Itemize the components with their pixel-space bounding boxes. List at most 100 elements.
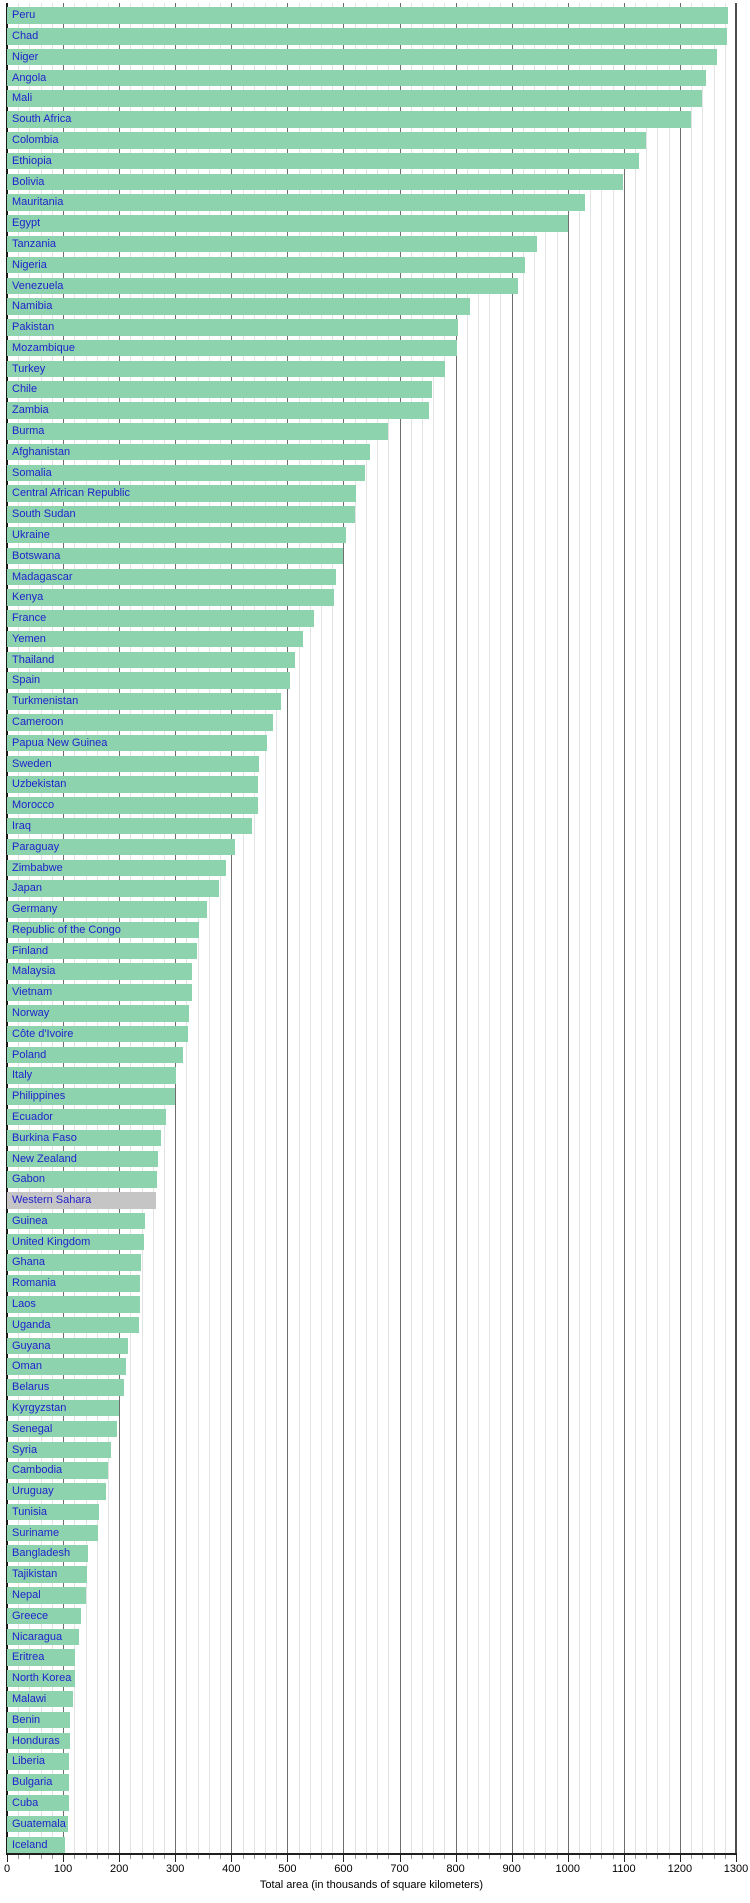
country-label[interactable]: South Sudan <box>12 508 76 521</box>
country-label[interactable]: Laos <box>12 1298 36 1311</box>
country-bar[interactable]: Uzbekistan <box>7 776 258 793</box>
country-label[interactable]: Uruguay <box>12 1485 54 1498</box>
country-label[interactable]: Somalia <box>12 466 52 479</box>
country-label[interactable]: Mali <box>12 92 33 105</box>
country-bar[interactable]: Belarus <box>7 1379 124 1396</box>
country-label[interactable]: Egypt <box>12 217 41 230</box>
country-bar[interactable]: Chad <box>7 28 728 45</box>
country-bar[interactable]: Poland <box>7 1046 183 1064</box>
country-bar[interactable]: Nepal <box>7 1587 87 1604</box>
country-bar[interactable]: Uganda <box>7 1316 140 1334</box>
country-label[interactable]: Belarus <box>12 1381 50 1394</box>
country-label[interactable]: Finland <box>12 944 49 957</box>
country-bar[interactable]: Cambodia <box>7 1462 109 1479</box>
country-label[interactable]: Nicaragua <box>12 1630 63 1643</box>
country-bar[interactable]: Mozambique <box>7 339 457 357</box>
country-label[interactable]: Liberia <box>12 1755 46 1768</box>
country-bar[interactable]: Tunisia <box>7 1503 99 1521</box>
country-bar[interactable]: Senegal <box>7 1420 117 1438</box>
country-label[interactable]: Bangladesh <box>12 1547 71 1560</box>
country-label[interactable]: Peru <box>12 9 36 22</box>
country-label[interactable]: Poland <box>12 1048 47 1061</box>
country-label[interactable]: Ukraine <box>12 528 50 541</box>
country-bar[interactable]: Norway <box>7 1005 189 1022</box>
country-label[interactable]: Gabon <box>12 1173 46 1186</box>
country-label[interactable]: North Korea <box>12 1672 72 1685</box>
country-bar[interactable]: Tajikistan <box>7 1566 88 1583</box>
country-bar[interactable]: Yemen <box>7 630 304 648</box>
country-bar[interactable]: Syria <box>7 1441 111 1459</box>
country-bar[interactable]: Turkmenistan <box>7 693 281 710</box>
country-label[interactable]: Mauritania <box>12 196 64 209</box>
country-label[interactable]: Honduras <box>12 1734 60 1747</box>
country-label[interactable]: Bulgaria <box>12 1776 53 1789</box>
country-label[interactable]: Guinea <box>12 1214 48 1227</box>
country-label[interactable]: Chad <box>12 30 39 43</box>
country-bar[interactable]: Thailand <box>7 651 296 669</box>
country-label[interactable]: Spain <box>12 674 41 687</box>
country-bar[interactable]: Tanzania <box>7 235 537 253</box>
country-bar[interactable]: Ecuador <box>7 1108 167 1126</box>
country-bar[interactable]: Ghana <box>7 1254 142 1271</box>
country-bar[interactable]: Bangladesh <box>7 1545 88 1562</box>
country-bar[interactable]: North Korea <box>7 1670 75 1687</box>
country-bar[interactable]: Colombia <box>7 132 646 149</box>
country-bar[interactable]: Guinea <box>7 1212 145 1230</box>
country-label[interactable]: Côte d'Ivoire <box>12 1027 74 1040</box>
country-label[interactable]: Central African Republic <box>12 487 131 500</box>
country-bar[interactable]: Japan <box>7 880 219 897</box>
country-label[interactable]: Madagascar <box>12 570 73 583</box>
country-bar[interactable]: Pakistan <box>7 319 458 336</box>
country-bar[interactable]: Peru <box>7 7 728 24</box>
country-label[interactable]: Mozambique <box>12 341 75 354</box>
country-label[interactable]: Western Sahara <box>12 1194 92 1207</box>
country-label[interactable]: Benin <box>12 1713 41 1726</box>
country-bar[interactable]: Spain <box>7 672 291 689</box>
country-label[interactable]: Uzbekistan <box>12 778 67 791</box>
country-label[interactable]: France <box>12 612 47 625</box>
country-bar[interactable]: Mali <box>7 90 703 107</box>
country-label[interactable]: Philippines <box>12 1090 66 1103</box>
country-label[interactable]: Turkmenistan <box>12 695 79 708</box>
country-label[interactable]: Chile <box>12 383 38 396</box>
country-label[interactable]: Angola <box>12 71 47 84</box>
country-label[interactable]: Malawi <box>12 1692 47 1705</box>
country-label[interactable]: Paraguay <box>12 840 60 853</box>
country-bar[interactable]: Western Sahara <box>7 1192 157 1209</box>
country-label[interactable]: Iceland <box>12 1838 48 1851</box>
country-bar[interactable]: Cuba <box>7 1794 70 1812</box>
country-bar[interactable]: Burkina Faso <box>7 1129 161 1147</box>
country-bar[interactable]: Somalia <box>7 464 365 482</box>
country-label[interactable]: Italy <box>12 1069 33 1082</box>
country-bar[interactable]: Republic of the Congo <box>7 921 199 939</box>
country-bar[interactable]: Bulgaria <box>7 1774 70 1791</box>
country-label[interactable]: Tunisia <box>12 1505 48 1518</box>
country-bar[interactable]: Liberia <box>7 1753 70 1770</box>
country-bar[interactable]: Bolivia <box>7 173 624 191</box>
country-label[interactable]: Syria <box>12 1443 38 1456</box>
country-bar[interactable]: Eritrea <box>7 1649 75 1666</box>
country-label[interactable]: Iraq <box>12 819 31 832</box>
country-label[interactable]: Kenya <box>12 591 44 604</box>
country-label[interactable]: Senegal <box>12 1422 53 1435</box>
country-bar[interactable]: Nigeria <box>7 256 526 274</box>
country-label[interactable]: Papua New Guinea <box>12 736 108 749</box>
country-label[interactable]: Venezuela <box>12 279 64 292</box>
country-label[interactable]: Nigeria <box>12 258 47 271</box>
country-label[interactable]: Sweden <box>12 757 52 770</box>
country-bar[interactable]: Turkey <box>7 360 445 378</box>
country-label[interactable]: Vietnam <box>12 986 53 999</box>
country-bar[interactable]: Chile <box>7 381 432 398</box>
country-bar[interactable]: Honduras <box>7 1732 70 1750</box>
country-bar[interactable]: Iceland <box>7 1836 65 1853</box>
country-bar[interactable]: Italy <box>7 1067 176 1084</box>
country-bar[interactable]: Egypt <box>7 215 569 232</box>
country-label[interactable]: Oman <box>12 1360 42 1373</box>
country-bar[interactable]: Central African Republic <box>7 485 357 502</box>
country-label[interactable]: Ecuador <box>12 1110 53 1123</box>
country-bar[interactable]: Niger <box>7 48 718 66</box>
country-bar[interactable]: Kyrgyzstan <box>7 1399 119 1417</box>
country-bar[interactable]: Finland <box>7 942 197 960</box>
country-bar[interactable]: Sweden <box>7 755 260 773</box>
country-bar[interactable]: Suriname <box>7 1524 99 1542</box>
